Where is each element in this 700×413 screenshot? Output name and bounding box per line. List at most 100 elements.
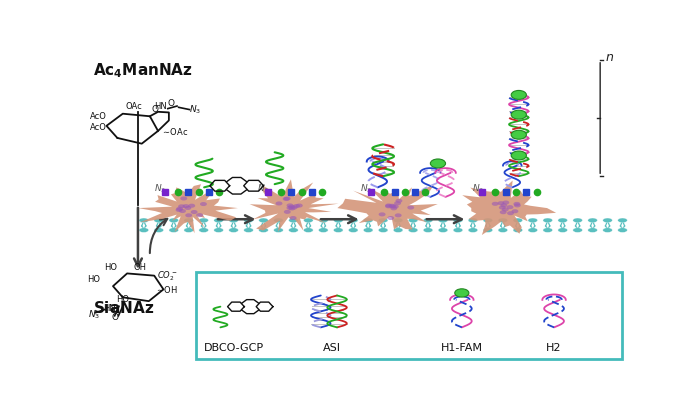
Ellipse shape bbox=[558, 218, 568, 223]
Ellipse shape bbox=[468, 228, 477, 233]
Circle shape bbox=[184, 206, 191, 211]
Ellipse shape bbox=[229, 218, 238, 223]
Ellipse shape bbox=[513, 218, 523, 223]
Ellipse shape bbox=[214, 218, 223, 223]
Circle shape bbox=[183, 204, 190, 209]
Text: H1-FAM: H1-FAM bbox=[441, 342, 483, 352]
Circle shape bbox=[503, 201, 510, 205]
Ellipse shape bbox=[244, 218, 253, 223]
Circle shape bbox=[455, 289, 469, 297]
Polygon shape bbox=[250, 180, 339, 232]
Ellipse shape bbox=[318, 228, 328, 233]
Circle shape bbox=[507, 206, 514, 210]
Circle shape bbox=[514, 204, 521, 208]
Ellipse shape bbox=[184, 228, 193, 233]
Ellipse shape bbox=[617, 218, 627, 223]
Text: $N_3$: $N_3$ bbox=[360, 183, 372, 195]
Text: HO: HO bbox=[88, 275, 101, 284]
Circle shape bbox=[389, 205, 396, 209]
Ellipse shape bbox=[543, 228, 552, 233]
Text: $\sim\!$OH: $\sim\!$OH bbox=[155, 283, 178, 294]
Circle shape bbox=[176, 207, 183, 211]
Ellipse shape bbox=[453, 218, 463, 223]
Ellipse shape bbox=[558, 228, 568, 233]
Circle shape bbox=[513, 202, 520, 206]
Text: N: N bbox=[108, 303, 115, 312]
Circle shape bbox=[500, 204, 508, 208]
Text: HN: HN bbox=[154, 102, 167, 110]
Circle shape bbox=[379, 213, 386, 217]
Text: OAc: OAc bbox=[125, 102, 142, 110]
Circle shape bbox=[502, 208, 509, 212]
Ellipse shape bbox=[288, 218, 298, 223]
Circle shape bbox=[507, 211, 514, 216]
Ellipse shape bbox=[543, 218, 552, 223]
Ellipse shape bbox=[333, 218, 343, 223]
Ellipse shape bbox=[139, 218, 148, 223]
Ellipse shape bbox=[288, 228, 298, 233]
Ellipse shape bbox=[349, 218, 358, 223]
Ellipse shape bbox=[438, 228, 448, 233]
Ellipse shape bbox=[393, 228, 403, 233]
Text: H2: H2 bbox=[546, 342, 562, 352]
Ellipse shape bbox=[304, 228, 313, 233]
Ellipse shape bbox=[139, 228, 148, 233]
Ellipse shape bbox=[169, 218, 178, 223]
Ellipse shape bbox=[483, 218, 493, 223]
Circle shape bbox=[179, 209, 186, 214]
Text: O: O bbox=[168, 99, 175, 108]
Ellipse shape bbox=[588, 218, 597, 223]
Circle shape bbox=[394, 202, 401, 206]
Text: O: O bbox=[112, 312, 119, 321]
Circle shape bbox=[200, 202, 207, 206]
Ellipse shape bbox=[304, 218, 313, 223]
Ellipse shape bbox=[169, 228, 178, 233]
Ellipse shape bbox=[154, 228, 164, 233]
Ellipse shape bbox=[588, 228, 597, 233]
Circle shape bbox=[387, 216, 394, 221]
Ellipse shape bbox=[498, 218, 508, 223]
Ellipse shape bbox=[259, 228, 268, 233]
Circle shape bbox=[290, 206, 298, 210]
Circle shape bbox=[286, 204, 293, 208]
Circle shape bbox=[511, 111, 526, 120]
Circle shape bbox=[392, 205, 399, 209]
Ellipse shape bbox=[333, 228, 343, 233]
Ellipse shape bbox=[244, 228, 253, 233]
Ellipse shape bbox=[573, 218, 582, 223]
Text: O: O bbox=[151, 104, 158, 114]
Circle shape bbox=[499, 206, 506, 210]
Ellipse shape bbox=[259, 218, 268, 223]
Circle shape bbox=[288, 205, 295, 209]
Circle shape bbox=[407, 206, 414, 210]
Circle shape bbox=[283, 197, 290, 202]
Polygon shape bbox=[462, 181, 556, 235]
Ellipse shape bbox=[379, 228, 388, 233]
Text: n: n bbox=[606, 51, 613, 64]
Ellipse shape bbox=[274, 218, 284, 223]
Ellipse shape bbox=[318, 218, 328, 223]
Circle shape bbox=[389, 204, 396, 208]
Text: $\mathbf{Ac_4ManNAz}$: $\mathbf{Ac_4ManNAz}$ bbox=[93, 61, 192, 79]
Ellipse shape bbox=[363, 218, 373, 223]
Ellipse shape bbox=[528, 218, 538, 223]
Ellipse shape bbox=[214, 228, 223, 233]
Circle shape bbox=[188, 204, 195, 208]
Circle shape bbox=[190, 211, 197, 214]
Ellipse shape bbox=[274, 228, 284, 233]
FancyBboxPatch shape bbox=[196, 272, 622, 360]
Ellipse shape bbox=[513, 228, 523, 233]
Polygon shape bbox=[337, 185, 438, 230]
Ellipse shape bbox=[379, 218, 388, 223]
Circle shape bbox=[284, 197, 290, 201]
Ellipse shape bbox=[453, 228, 463, 233]
Text: $\mathbf{SiaNAz}$: $\mathbf{SiaNAz}$ bbox=[93, 299, 154, 315]
Text: $\sim\!$OAc: $\sim\!$OAc bbox=[161, 126, 188, 137]
Polygon shape bbox=[138, 185, 238, 234]
Ellipse shape bbox=[199, 218, 209, 223]
Circle shape bbox=[186, 214, 192, 218]
Text: DBCO-GCP: DBCO-GCP bbox=[204, 342, 264, 352]
Circle shape bbox=[181, 197, 187, 201]
Ellipse shape bbox=[603, 228, 612, 233]
Text: $CO_2^-$: $CO_2^-$ bbox=[157, 269, 178, 282]
